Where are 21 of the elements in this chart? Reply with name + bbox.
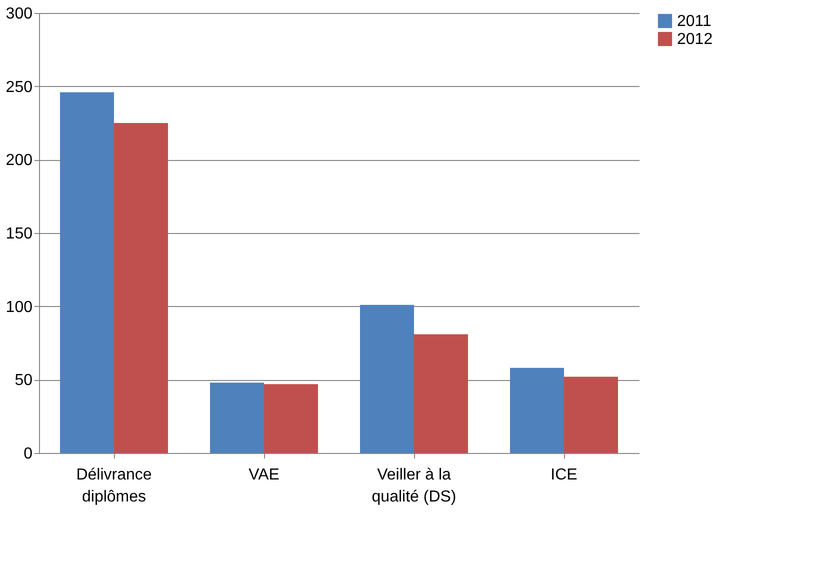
bar — [564, 376, 618, 453]
x-tick-label: Veiller à la qualité (DS) — [372, 466, 456, 506]
bar — [510, 368, 564, 453]
y-tick-label: 150 — [6, 226, 33, 242]
x-tick-label: Délivrance diplômes — [76, 466, 152, 506]
x-tick-label: VAE — [248, 466, 280, 484]
bar — [60, 92, 114, 453]
y-tick-label: 0 — [24, 446, 33, 462]
bar — [210, 382, 264, 453]
bar — [414, 334, 468, 453]
bar — [360, 304, 414, 453]
bar — [264, 384, 318, 453]
y-tick-label: 200 — [6, 152, 33, 170]
bar — [114, 123, 168, 453]
y-tick-label: 100 — [6, 298, 33, 316]
y-tick-label: 300 — [6, 6, 33, 22]
y-tick-label: 50 — [14, 372, 33, 390]
x-tick-label: ICE — [550, 466, 578, 484]
legend-label: 2012 — [677, 31, 713, 48]
y-tick-label: 250 — [6, 78, 33, 96]
legend-label: 2011 — [677, 13, 712, 30]
